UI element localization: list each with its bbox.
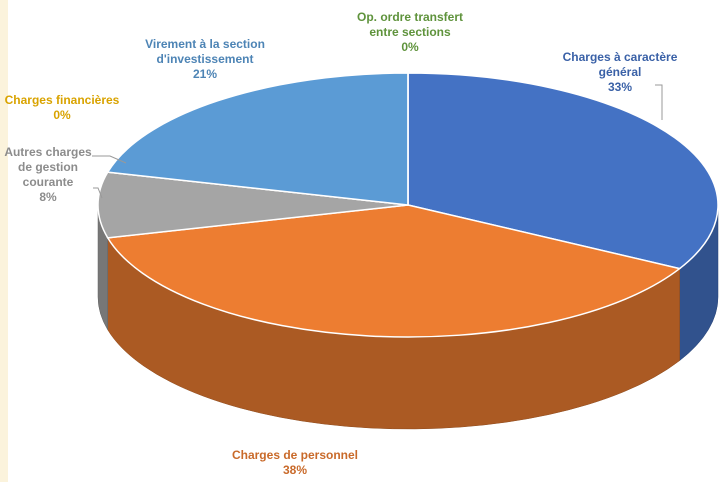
data-label: Autres charges de gestion courante 8% (0, 145, 98, 205)
value-label: 0% (401, 40, 419, 54)
value-label: 0% (53, 108, 71, 122)
background-strip (0, 0, 8, 482)
leader-line (655, 84, 663, 120)
data-label: Charges à caractère général 33% (550, 50, 690, 95)
data-label: Charges financières 0% (0, 93, 132, 123)
value-label: 21% (192, 67, 218, 81)
value-label: 8% (39, 190, 57, 204)
value-label: 33% (607, 80, 633, 94)
pie-slice (106, 72, 409, 206)
pie-slice (97, 171, 409, 239)
pie-slice (407, 72, 719, 270)
leader-lines (92, 84, 663, 199)
data-label: Op. ordre transfert entre sections 0% (343, 10, 478, 55)
pie-sides (97, 204, 719, 430)
data-label: Virement à la section d'investissement 21… (130, 37, 280, 82)
leader-line (93, 187, 103, 199)
category-label: Autres charges de gestion courante (4, 145, 92, 189)
category-label: Charges de personnel (231, 448, 359, 462)
category-label: Virement à la section d'investissement (145, 37, 265, 66)
data-label: Charges de personnel 38% (195, 448, 395, 478)
pie-slice (106, 204, 682, 338)
category-label: Charges financières (4, 93, 120, 107)
category-label: Op. ordre transfert entre sections (356, 10, 464, 39)
leader-line (92, 155, 127, 164)
pie-tops (97, 72, 719, 338)
category-label: Charges à caractère général (562, 50, 678, 79)
value-label: 38% (282, 463, 308, 477)
